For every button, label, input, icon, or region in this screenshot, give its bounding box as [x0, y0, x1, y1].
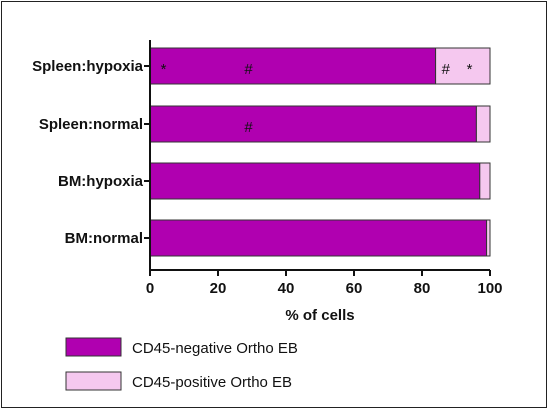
x-axis-title: % of cells: [285, 307, 354, 324]
x-tick-label: 0: [146, 280, 154, 297]
bar-cd45-positive: [479, 162, 491, 200]
bar-cd45-positive: [486, 219, 491, 257]
bar-cd45-negative: [149, 219, 488, 257]
significance-marker: *: [467, 61, 473, 78]
x-tick-label: 100: [477, 280, 502, 297]
x-tick-label: 80: [414, 280, 431, 297]
significance-marker: #: [442, 61, 451, 78]
significance-marker: #: [244, 61, 253, 78]
category-label: BM:normal: [65, 230, 143, 247]
bar-cd45-negative: [149, 105, 477, 143]
legend-label: CD45-negative Ortho EB: [132, 340, 298, 357]
bar-cd45-negative: [149, 47, 437, 85]
bar-cd45-positive: [435, 47, 491, 85]
bar-cd45-positive: [475, 105, 491, 143]
significance-marker: #: [244, 119, 253, 136]
legend-label: CD45-positive Ortho EB: [132, 374, 292, 391]
category-label: Spleen:normal: [39, 116, 143, 133]
category-label: Spleen:hypoxia: [32, 58, 144, 75]
category-label: BM:hypoxia: [58, 173, 144, 190]
x-tick-label: 60: [346, 280, 363, 297]
x-tick-label: 20: [210, 280, 227, 297]
significance-marker: *: [161, 61, 167, 78]
x-tick-label: 40: [278, 280, 295, 297]
legend-swatch-cd45-positive: [65, 371, 122, 391]
legend-swatch-cd45-negative: [65, 337, 122, 357]
bar-cd45-negative: [149, 162, 481, 200]
